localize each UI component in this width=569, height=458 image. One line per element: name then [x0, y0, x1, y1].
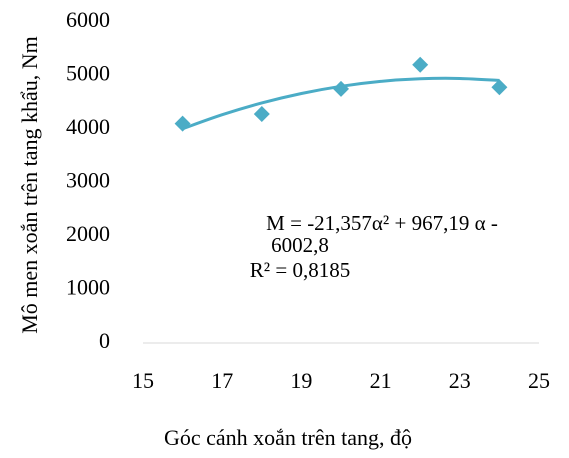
- marker: [333, 80, 349, 97]
- x-tick-label: 15: [132, 368, 154, 393]
- x-tick-label: 21: [370, 368, 392, 393]
- x-tick-label: 23: [449, 368, 471, 393]
- y-axis-label: Mô men xoắn trên tang khẩu, Nm: [17, 36, 42, 334]
- y-tick-label: 1000: [66, 275, 110, 300]
- marker: [174, 115, 191, 132]
- equation: 6002,8: [271, 233, 329, 257]
- y-tick-label: 6000: [66, 7, 110, 32]
- y-tick-label: 0: [99, 328, 110, 353]
- y-tick-label: 2000: [66, 221, 110, 246]
- y-tick-label: 4000: [66, 114, 110, 139]
- marker: [491, 79, 508, 96]
- x-tick-label: 19: [290, 368, 312, 393]
- y-tick-label: 5000: [66, 61, 110, 86]
- x-axis-label: Góc cánh xoắn trên tang, độ: [164, 425, 412, 450]
- r-squared: R² = 0,8185: [250, 258, 350, 282]
- x-tick-label: 17: [211, 368, 233, 393]
- y-tick-label: 3000: [66, 168, 110, 193]
- equation: M = -21,357α² + 967,19 α -: [266, 211, 498, 235]
- marker: [412, 56, 429, 73]
- marker: [253, 106, 270, 123]
- x-tick-label: 25: [528, 368, 550, 393]
